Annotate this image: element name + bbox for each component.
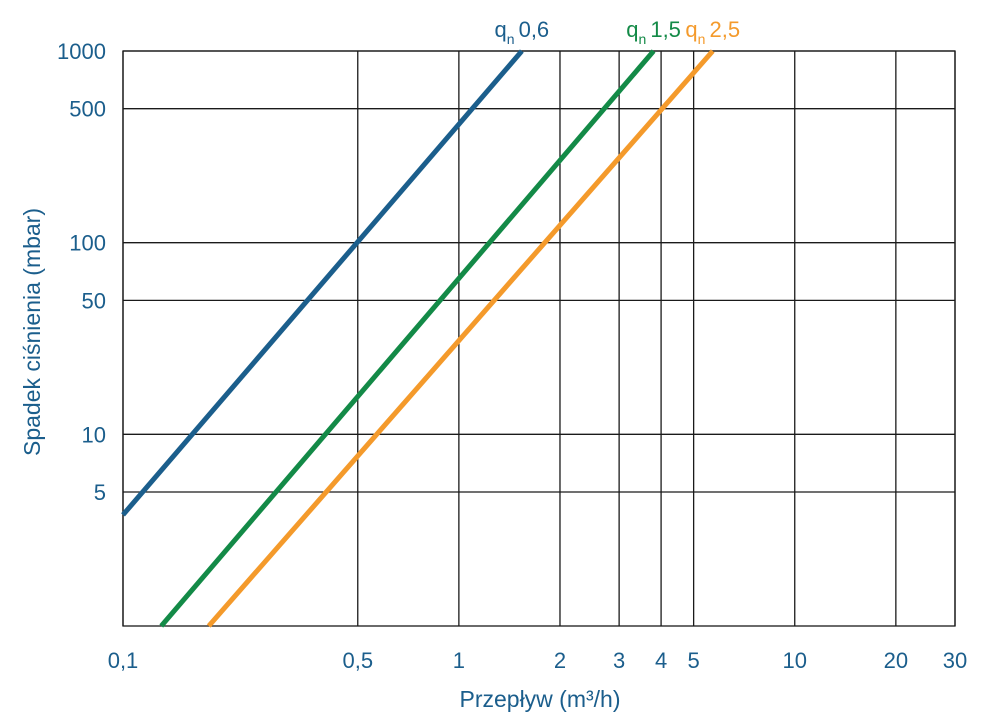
plot-frame <box>122 50 956 627</box>
series-line-3 <box>206 49 715 628</box>
y-tick-label: 5 <box>94 480 106 505</box>
x-tick-label: 4 <box>655 648 667 673</box>
y-tick-label: 10 <box>82 422 106 447</box>
y-tick-labels: 5 10 50 100 500 1000 <box>57 39 106 505</box>
series-label-1: qn 0,6 <box>495 17 550 47</box>
x-tick-label: 3 <box>613 648 625 673</box>
x-tick-label: 2 <box>554 648 566 673</box>
x-tick-label: 10 <box>783 648 807 673</box>
y-axis-title: Spadek ciśnienia (mbar) <box>19 208 45 456</box>
x-tick-label: 30 <box>943 648 967 673</box>
y-tick-label: 50 <box>82 288 106 313</box>
series-labels: qn 0,6 qn 1,5 qn 2,5 <box>495 17 741 47</box>
x-gridlines <box>122 51 956 626</box>
x-tick-label: 0,1 <box>108 648 139 673</box>
x-tick-label: 1 <box>453 648 465 673</box>
x-axis-title: Przepływ (m³/h) <box>459 686 620 712</box>
series-line-2 <box>159 49 656 628</box>
x-tick-label: 0,5 <box>342 648 373 673</box>
y-tick-label: 500 <box>69 97 106 122</box>
x-tick-label: 20 <box>884 648 908 673</box>
x-tick-labels: 0,1 0,5 1 2 3 4 5 10 20 30 <box>108 648 968 673</box>
series-label-2: qn 1,5 <box>626 17 681 47</box>
series-lines <box>121 49 715 628</box>
y-tick-label: 1000 <box>57 39 106 64</box>
x-tick-label: 5 <box>688 648 700 673</box>
series-label-3: qn 2,5 <box>685 17 740 47</box>
series-line-1 <box>121 49 524 517</box>
y-gridlines <box>123 50 955 493</box>
y-tick-label: 100 <box>69 231 106 256</box>
